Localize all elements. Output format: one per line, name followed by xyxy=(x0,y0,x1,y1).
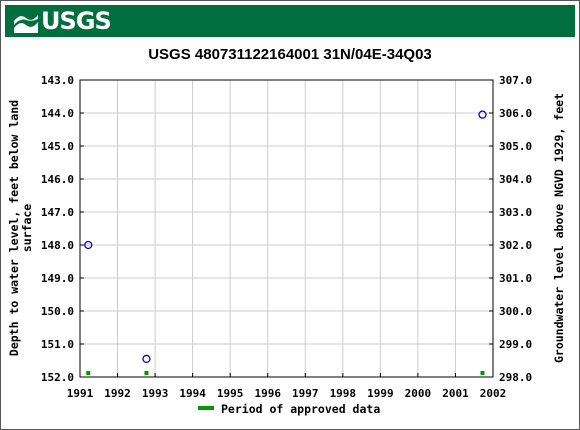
left-y-tick-label: 149.0 xyxy=(41,272,74,285)
left-y-tick-label: 147.0 xyxy=(41,206,74,219)
left-y-tick-label: 145.0 xyxy=(41,140,74,153)
data-point xyxy=(142,354,151,364)
data-points xyxy=(84,110,487,364)
right-y-tick-label: 305.0 xyxy=(499,140,532,153)
x-tick-label: 1993 xyxy=(142,387,169,400)
x-tick-label: 2000 xyxy=(405,387,432,400)
chart-grid xyxy=(79,79,494,378)
usgs-logo: USGS xyxy=(13,7,112,35)
left-y-tick-label: 146.0 xyxy=(41,173,74,186)
left-y-tick-label: 144.0 xyxy=(41,107,74,120)
right-y-axis-ticks: 307.0 306.0 305.0 304.0 303.0 302.0 301.0 300.0… xyxy=(489,74,532,384)
x-tick-label: 2002 xyxy=(480,387,507,400)
x-tick-label: 1992 xyxy=(104,387,131,400)
data-point xyxy=(84,240,93,250)
x-axis-ticks: 1991 1992 1993 1994 1995 1996 1997 1998 1999 2000… xyxy=(67,373,507,400)
right-y-tick-label: 302.0 xyxy=(499,239,532,252)
x-tick-label: 1996 xyxy=(254,387,281,400)
right-y-tick-label: 304.0 xyxy=(499,173,532,186)
right-y-tick-label: 298.0 xyxy=(499,371,532,384)
left-y-axis-ticks: 143.0 144.0 145.0 146.0 147.0 148.0 149.0 150.0… xyxy=(41,74,84,384)
x-tick-label: 1995 xyxy=(217,387,244,400)
left-y-tick-label: 148.0 xyxy=(41,239,74,252)
approved-period-mark xyxy=(144,371,149,375)
right-y-tick-label: 299.0 xyxy=(499,338,532,351)
plot-area xyxy=(79,79,494,378)
x-tick-label: 1994 xyxy=(179,387,206,400)
x-tick-label: 1998 xyxy=(330,387,357,400)
x-tick-label: 1997 xyxy=(292,387,319,400)
right-y-tick-label: 301.0 xyxy=(499,272,532,285)
right-y-tick-label: 303.0 xyxy=(499,206,532,219)
right-y-tick-label: 300.0 xyxy=(499,305,532,318)
x-tick-label: 1991 xyxy=(67,387,94,400)
left-y-tick-label: 151.0 xyxy=(41,338,74,351)
left-y-tick-label: 152.0 xyxy=(41,371,74,384)
usgs-logo-text: USGS xyxy=(41,7,112,35)
right-y-tick-label: 307.0 xyxy=(499,74,532,87)
left-y-tick-label: 150.0 xyxy=(41,305,74,318)
legend-approved-swatch xyxy=(198,406,214,410)
approved-period-mark xyxy=(480,371,485,375)
legend-approved-label: Period of approved data xyxy=(221,402,380,416)
right-y-axis-label: Groundwater level above NGVD 1929, feet xyxy=(552,93,566,363)
data-point xyxy=(478,110,487,119)
usgs-wave-icon xyxy=(14,9,38,33)
left-y-axis-label-line2: surface xyxy=(20,204,34,253)
chart-title: USGS 480731122164001 31N/04E-34Q03 xyxy=(148,46,432,63)
x-tick-label: 2001 xyxy=(442,387,469,400)
left-y-tick-label: 143.0 xyxy=(41,74,74,87)
left-y-axis-label: Depth to water level, feet below land xyxy=(7,100,21,356)
approved-period-marks xyxy=(86,371,485,375)
x-tick-label: 1999 xyxy=(367,387,394,400)
usgs-header-bar: USGS xyxy=(5,5,575,37)
approved-period-mark xyxy=(86,371,91,375)
right-y-tick-label: 306.0 xyxy=(499,107,532,120)
